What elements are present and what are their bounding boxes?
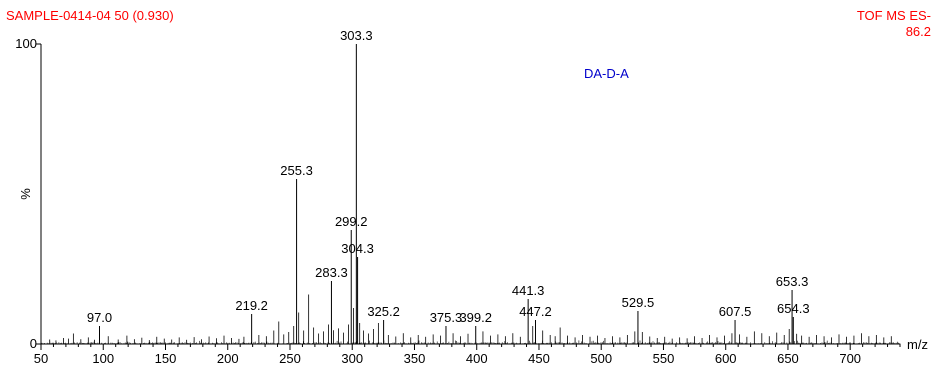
- peak-label-607.5: 607.5: [719, 304, 752, 319]
- y-tick-label-0: 0: [30, 336, 37, 351]
- x-tick-label-650: 650: [777, 351, 799, 366]
- peak-label-325.2: 325.2: [367, 304, 400, 319]
- x-tick-label-350: 350: [404, 351, 426, 366]
- max-intensity: 86.2: [905, 24, 931, 39]
- x-tick-label-400: 400: [466, 351, 488, 366]
- peak-label-304.3: 304.3: [341, 241, 374, 256]
- peak-label-399.2: 399.2: [459, 310, 492, 325]
- x-tick-label-150: 150: [155, 351, 177, 366]
- x-tick-label-600: 600: [715, 351, 737, 366]
- minor-peaks: [49, 294, 892, 344]
- x-tick-label-200: 200: [217, 351, 239, 366]
- x-tick-label-500: 500: [590, 351, 612, 366]
- x-tick-label-50: 50: [34, 351, 48, 366]
- peak-label-303.3: 303.3: [340, 28, 373, 43]
- peak-label-283.3: 283.3: [315, 265, 348, 280]
- baseline-noise: [41, 340, 901, 344]
- x-tick-label-550: 550: [653, 351, 675, 366]
- x-tick-label-300: 300: [341, 351, 363, 366]
- peak-label-654.3: 654.3: [777, 301, 810, 316]
- x-tick-label-100: 100: [92, 351, 114, 366]
- labeled-peaks: 97.0 219.2 255.3 283.3 299.2 303.3 304.3 325.2 3…: [87, 28, 810, 344]
- peak-label-255.3: 255.3: [280, 163, 313, 178]
- noise-trace: [41, 340, 901, 344]
- compound-label: DA-D-A: [584, 66, 629, 81]
- x-axis-title: m/z: [907, 337, 928, 352]
- axes: 0 100% 50 100 150 200 250 300 350 400 450 500 550 600…: [15, 36, 928, 366]
- acquisition-mode: TOF MS ES-: [856, 8, 931, 23]
- peak-label-97.0: 97.0: [87, 310, 112, 325]
- peak-label-299.2: 299.2: [335, 214, 368, 229]
- peak-label-653.3: 653.3: [776, 274, 809, 289]
- y-tick-label-100: 100: [15, 36, 37, 51]
- x-tick-label-700: 700: [839, 351, 861, 366]
- x-tick-label-250: 250: [279, 351, 301, 366]
- y-axis-title: %: [18, 188, 33, 200]
- x-tick-label-450: 450: [528, 351, 550, 366]
- peak-label-441.3: 441.3: [512, 283, 545, 298]
- peak-label-375.3: 375.3: [430, 310, 463, 325]
- peak-label-529.5: 529.5: [622, 295, 655, 310]
- peak-label-219.2: 219.2: [235, 298, 268, 313]
- peak-label-447.2: 447.2: [519, 304, 552, 319]
- sample-title: SAMPLE-0414-04 50 (0.930): [6, 8, 174, 23]
